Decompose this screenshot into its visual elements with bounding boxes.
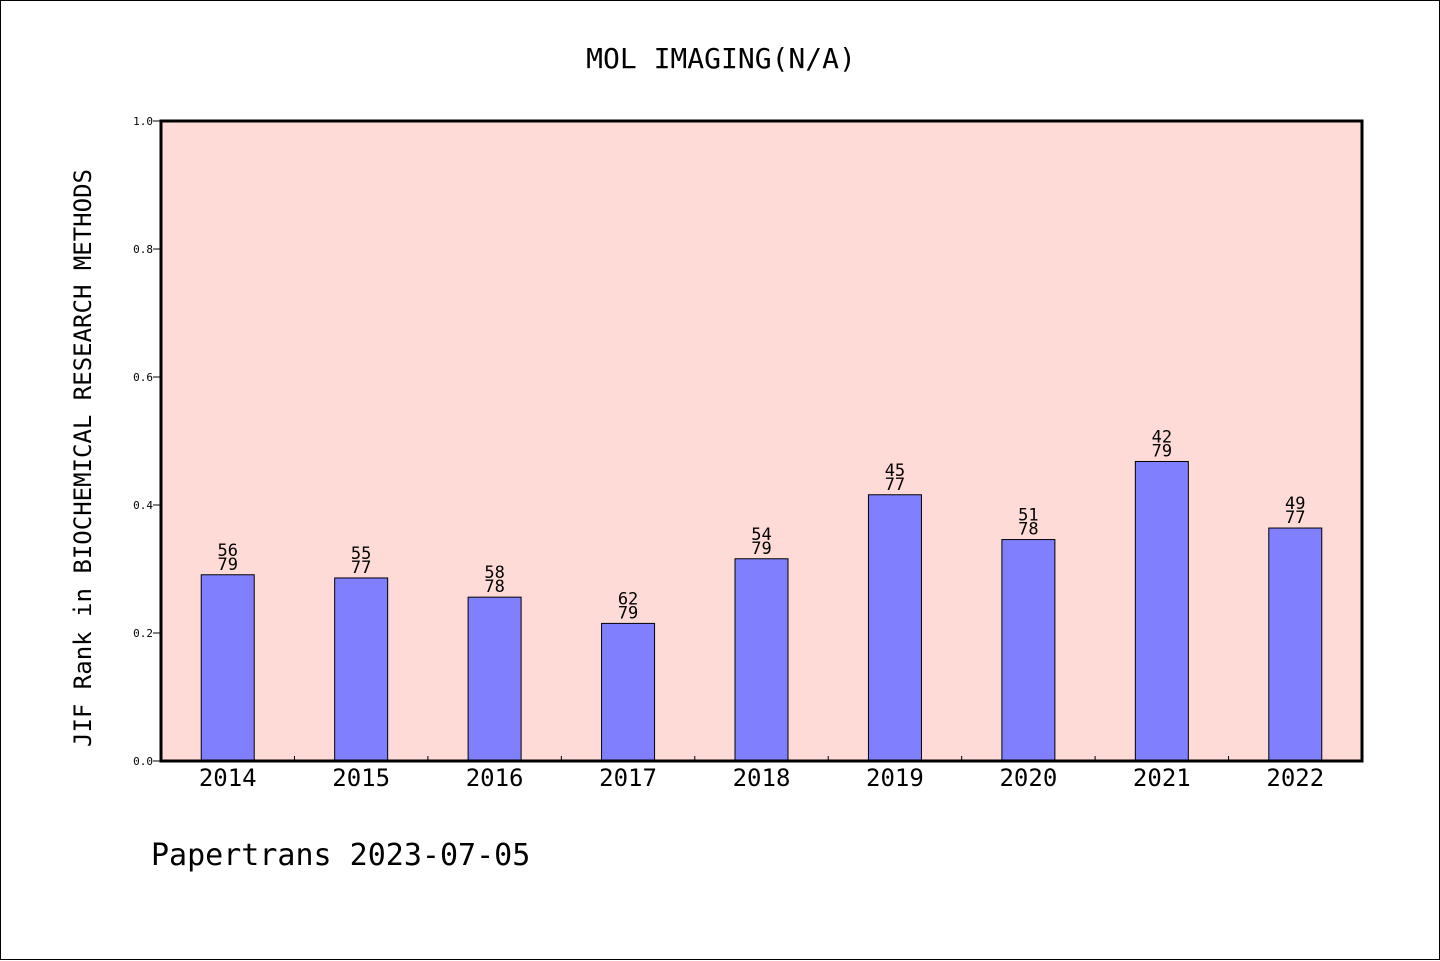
bar-label-rank: 55 bbox=[351, 544, 371, 564]
x-axis: 2014 2015 2016 2017 2018 2019 2020 2021 2022 bbox=[199, 756, 1324, 792]
y-tick-label: 0.2 bbox=[133, 627, 153, 640]
x-tick-label: 2019 bbox=[866, 764, 924, 792]
bar-label-rank: 54 bbox=[751, 525, 771, 545]
x-tick-label: 2020 bbox=[999, 764, 1057, 792]
bar-2016 bbox=[467, 596, 522, 762]
bar-label-rank: 42 bbox=[1152, 427, 1172, 447]
bar-2021 bbox=[1134, 460, 1189, 762]
y-tick-label: 1.0 bbox=[133, 115, 153, 128]
bar-label-total: 77 bbox=[885, 475, 905, 495]
x-tick-label: 2022 bbox=[1266, 764, 1324, 792]
y-axis-label: JIF Rank in BIOCHEMICAL RESEARCH METHODS bbox=[69, 169, 97, 747]
bar-label-rank: 49 bbox=[1285, 494, 1305, 514]
bar-label-total: 79 bbox=[217, 555, 237, 575]
bar-label-rank: 62 bbox=[618, 589, 638, 609]
bar-label-total: 77 bbox=[351, 558, 371, 578]
bar-label-rank: 58 bbox=[484, 563, 504, 583]
x-tick-label: 2017 bbox=[599, 764, 657, 792]
plot-border bbox=[159, 119, 1364, 763]
bar-label-total: 78 bbox=[1018, 520, 1038, 540]
bar-label-rank: 56 bbox=[217, 541, 237, 561]
bar-label-total: 79 bbox=[1152, 441, 1172, 461]
bar-2020 bbox=[1001, 539, 1056, 762]
y-tick-label: 0.8 bbox=[133, 243, 153, 256]
bar-label-total: 79 bbox=[751, 539, 771, 559]
x-tick-label: 2016 bbox=[466, 764, 524, 792]
bar-label-total: 79 bbox=[618, 603, 638, 623]
bar-label-rank: 51 bbox=[1018, 506, 1038, 526]
bar-2014 bbox=[200, 574, 255, 762]
bar-2022 bbox=[1268, 527, 1323, 762]
footer-credit: Papertrans 2023-07-05 bbox=[151, 838, 530, 873]
bar-2019 bbox=[867, 494, 922, 762]
bars-group bbox=[200, 460, 1323, 762]
bar-label-total: 77 bbox=[1285, 508, 1305, 528]
bar-label-total: 78 bbox=[484, 577, 504, 597]
bar-label-rank: 45 bbox=[885, 461, 905, 481]
bar-2015 bbox=[334, 577, 389, 762]
chart-title: MOL IMAGING(N/A) bbox=[586, 42, 856, 75]
bar-2017 bbox=[601, 622, 656, 762]
y-axis: 0.0 0.2 0.4 0.6 0.8 1.0 bbox=[133, 115, 161, 768]
x-tick-label: 2014 bbox=[199, 764, 257, 792]
x-tick-label: 2018 bbox=[733, 764, 791, 792]
x-tick-label: 2015 bbox=[332, 764, 390, 792]
y-tick-label: 0.0 bbox=[133, 755, 153, 768]
y-tick-label: 0.6 bbox=[133, 371, 153, 384]
bar-2018 bbox=[734, 558, 789, 762]
y-tick-label: 0.4 bbox=[133, 499, 153, 512]
x-tick-label: 2021 bbox=[1133, 764, 1191, 792]
